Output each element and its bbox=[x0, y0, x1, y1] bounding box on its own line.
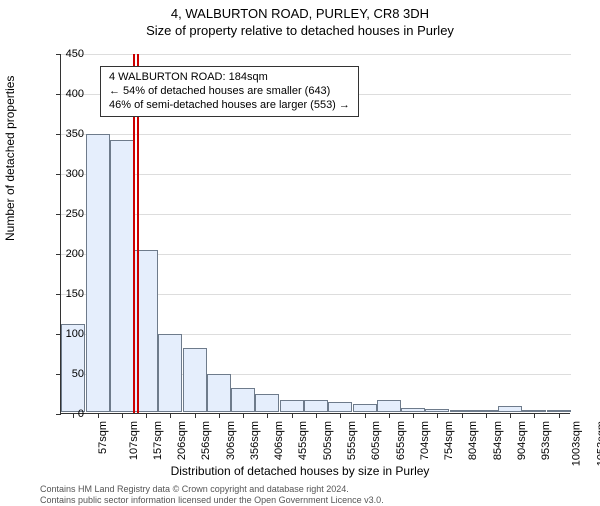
xtick-label: 107sqm bbox=[128, 421, 140, 460]
annotation-line3: 46% of semi-detached houses are larger (… bbox=[109, 99, 350, 113]
footer-line2: Contains public sector information licen… bbox=[40, 495, 384, 506]
xtick-label: 655sqm bbox=[395, 421, 407, 460]
xtick-label: 406sqm bbox=[273, 421, 285, 460]
xtick-label: 605sqm bbox=[370, 421, 382, 460]
xtick-label: 953sqm bbox=[540, 421, 552, 460]
y-axis-label: Number of detached properties bbox=[3, 76, 17, 241]
xtick-mark bbox=[559, 413, 560, 418]
histogram-bar bbox=[353, 404, 377, 412]
chart-subtitle: Size of property relative to detached ho… bbox=[0, 23, 600, 38]
annotation-box: 4 WALBURTON ROAD: 184sqm ← 54% of detach… bbox=[100, 66, 359, 117]
ytick-label: 0 bbox=[44, 408, 84, 420]
histogram-bar bbox=[231, 388, 255, 412]
xtick-mark bbox=[534, 413, 535, 418]
xtick-mark bbox=[413, 413, 414, 418]
xtick-label: 904sqm bbox=[516, 421, 528, 460]
xtick-label: 256sqm bbox=[201, 421, 213, 460]
histogram-bar bbox=[304, 400, 328, 412]
xtick-mark bbox=[389, 413, 390, 418]
histogram-bar bbox=[401, 408, 425, 412]
xtick-label: 505sqm bbox=[322, 421, 334, 460]
chart-container: 4, WALBURTON ROAD, PURLEY, CR8 3DH Size … bbox=[0, 6, 600, 506]
xtick-label: 1053sqm bbox=[595, 421, 600, 466]
xtick-label: 555sqm bbox=[346, 421, 358, 460]
xtick-mark bbox=[195, 413, 196, 418]
xtick-label: 455sqm bbox=[298, 421, 310, 460]
xtick-label: 306sqm bbox=[225, 421, 237, 460]
xtick-label: 1003sqm bbox=[571, 421, 583, 466]
ytick-label: 200 bbox=[44, 248, 84, 260]
footer: Contains HM Land Registry data © Crown c… bbox=[40, 484, 384, 506]
histogram-bar bbox=[280, 400, 304, 412]
xtick-mark bbox=[267, 413, 268, 418]
histogram-bar bbox=[328, 402, 352, 412]
ytick-label: 150 bbox=[44, 288, 84, 300]
ytick-label: 250 bbox=[44, 208, 84, 220]
xtick-mark bbox=[365, 413, 366, 418]
plot-area: 4 WALBURTON ROAD: 184sqm ← 54% of detach… bbox=[60, 54, 570, 414]
ytick-label: 400 bbox=[44, 88, 84, 100]
histogram-bar bbox=[183, 348, 207, 412]
xtick-mark bbox=[122, 413, 123, 418]
xtick-mark bbox=[219, 413, 220, 418]
xtick-label: 356sqm bbox=[249, 421, 261, 460]
histogram-bar bbox=[474, 410, 498, 412]
histogram-bar bbox=[450, 410, 474, 412]
histogram-bar bbox=[86, 134, 110, 412]
ytick-label: 300 bbox=[44, 168, 84, 180]
chart-title: 4, WALBURTON ROAD, PURLEY, CR8 3DH bbox=[0, 6, 600, 21]
xtick-mark bbox=[98, 413, 99, 418]
histogram-bar bbox=[158, 334, 182, 412]
histogram-bar bbox=[425, 409, 449, 412]
xtick-label: 854sqm bbox=[492, 421, 504, 460]
xtick-mark bbox=[510, 413, 511, 418]
histogram-bar bbox=[522, 410, 546, 412]
xtick-mark bbox=[486, 413, 487, 418]
histogram-bar bbox=[255, 394, 279, 412]
xtick-label: 754sqm bbox=[443, 421, 455, 460]
xtick-mark bbox=[292, 413, 293, 418]
ytick-label: 50 bbox=[44, 368, 84, 380]
xtick-mark bbox=[146, 413, 147, 418]
histogram-bar bbox=[110, 140, 134, 412]
ytick-label: 450 bbox=[44, 48, 84, 60]
xtick-mark bbox=[243, 413, 244, 418]
ytick-label: 350 bbox=[44, 128, 84, 140]
xtick-mark bbox=[462, 413, 463, 418]
xtick-label: 704sqm bbox=[419, 421, 431, 460]
histogram-bar bbox=[207, 374, 231, 412]
x-axis-label: Distribution of detached houses by size … bbox=[0, 464, 600, 478]
annotation-line1: 4 WALBURTON ROAD: 184sqm bbox=[109, 71, 350, 85]
histogram-bar bbox=[547, 410, 571, 412]
xtick-mark bbox=[437, 413, 438, 418]
xtick-label: 804sqm bbox=[468, 421, 480, 460]
xtick-mark bbox=[316, 413, 317, 418]
ytick-label: 100 bbox=[44, 328, 84, 340]
xtick-label: 206sqm bbox=[176, 421, 188, 460]
xtick-label: 157sqm bbox=[152, 421, 164, 460]
footer-line1: Contains HM Land Registry data © Crown c… bbox=[40, 484, 384, 495]
xtick-label: 57sqm bbox=[97, 421, 109, 454]
histogram-bar bbox=[498, 406, 522, 412]
xtick-mark bbox=[340, 413, 341, 418]
xtick-mark bbox=[170, 413, 171, 418]
histogram-bar bbox=[377, 400, 401, 412]
annotation-line2: ← 54% of detached houses are smaller (64… bbox=[109, 85, 350, 99]
